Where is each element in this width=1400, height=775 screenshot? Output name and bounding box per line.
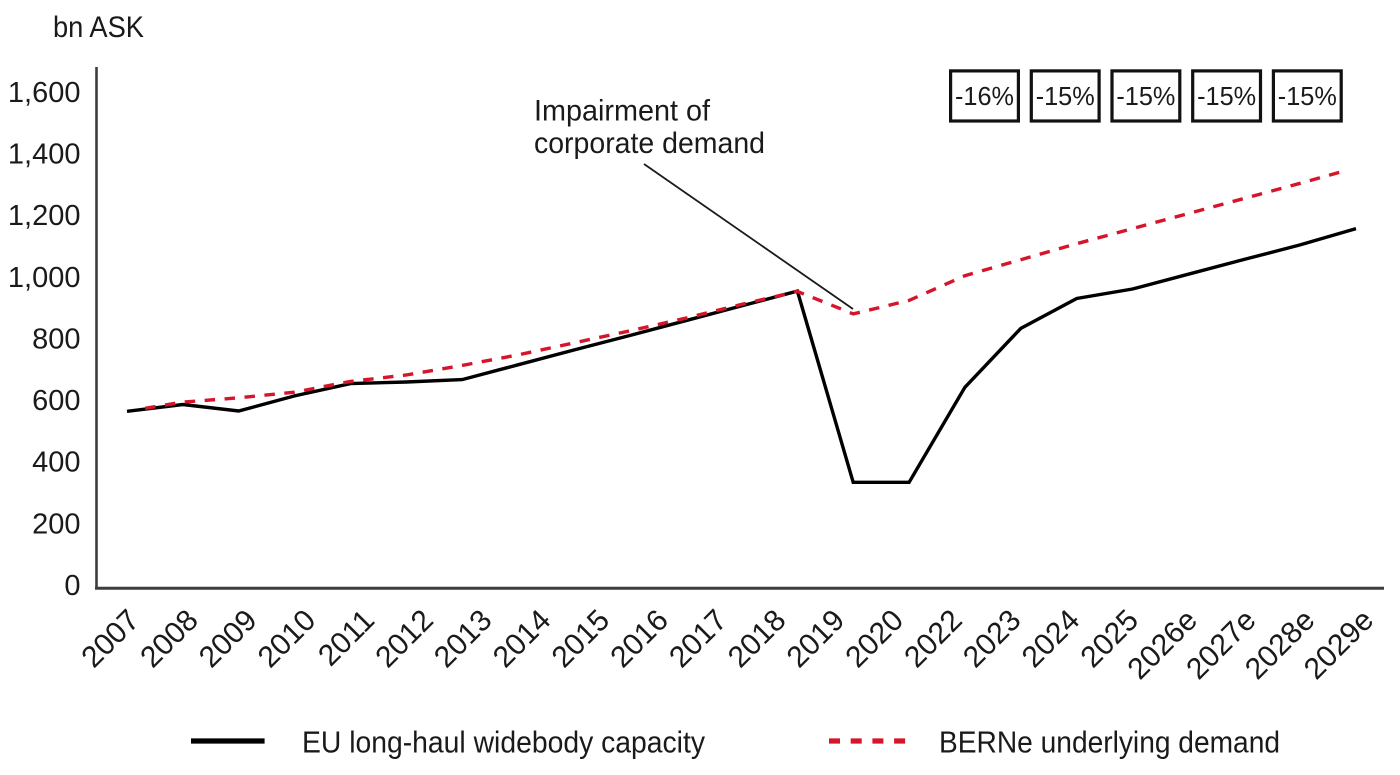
svg-text:2015: 2015 xyxy=(546,604,617,675)
svg-text:EU long-haul widebody capacity: EU long-haul widebody capacity xyxy=(302,725,705,760)
svg-text:2012: 2012 xyxy=(369,604,440,675)
svg-text:400: 400 xyxy=(32,447,80,479)
svg-text:600: 600 xyxy=(32,385,80,417)
svg-text:-15%: -15% xyxy=(1116,81,1175,111)
svg-text:2016: 2016 xyxy=(604,604,675,675)
svg-text:1,000: 1,000 xyxy=(8,262,81,294)
svg-text:2024: 2024 xyxy=(1016,604,1087,675)
svg-text:2008: 2008 xyxy=(134,604,205,675)
svg-text:1,600: 1,600 xyxy=(8,77,81,109)
svg-text:2022: 2022 xyxy=(898,604,969,675)
svg-text:200: 200 xyxy=(32,508,80,540)
svg-text:1,400: 1,400 xyxy=(8,139,81,171)
svg-text:1,200: 1,200 xyxy=(8,200,81,232)
svg-text:Impairment of: Impairment of xyxy=(534,95,711,128)
svg-text:-16%: -16% xyxy=(955,81,1014,111)
svg-text:corporate demand: corporate demand xyxy=(534,127,765,160)
svg-text:0: 0 xyxy=(64,570,80,602)
svg-text:bn ASK: bn ASK xyxy=(53,11,144,44)
svg-text:2020: 2020 xyxy=(839,604,910,675)
svg-text:2007: 2007 xyxy=(75,604,146,675)
svg-text:-15%: -15% xyxy=(1197,81,1256,111)
svg-text:2017: 2017 xyxy=(663,604,734,675)
svg-text:2014: 2014 xyxy=(487,604,558,675)
svg-text:2019: 2019 xyxy=(781,604,852,675)
svg-text:-15%: -15% xyxy=(1278,81,1337,111)
svg-text:800: 800 xyxy=(32,323,80,355)
svg-text:2018: 2018 xyxy=(722,604,793,675)
svg-text:2010: 2010 xyxy=(252,604,323,675)
svg-text:2023: 2023 xyxy=(957,604,1028,675)
svg-text:BERNe underlying demand: BERNe underlying demand xyxy=(939,725,1280,760)
svg-text:2013: 2013 xyxy=(428,604,499,675)
svg-text:2009: 2009 xyxy=(193,604,264,675)
svg-text:-15%: -15% xyxy=(1036,81,1095,111)
svg-text:2011: 2011 xyxy=(312,604,381,673)
